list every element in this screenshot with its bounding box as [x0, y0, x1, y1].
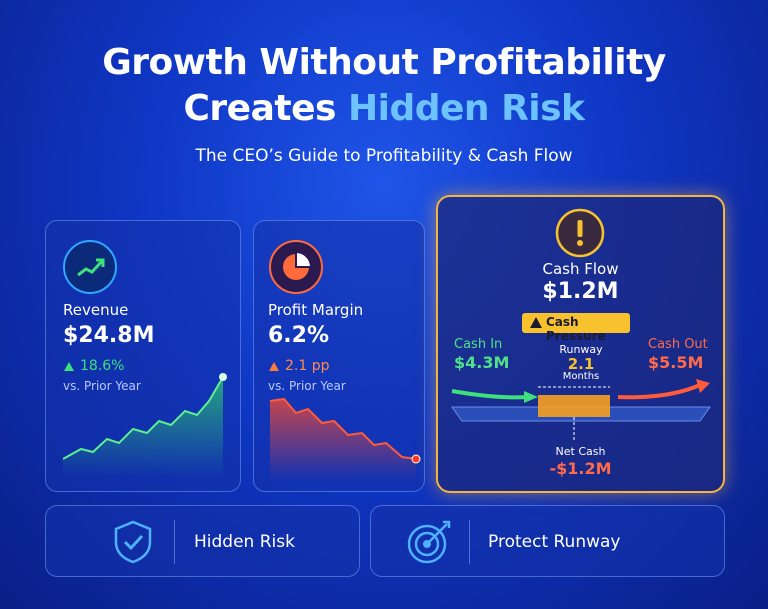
cash-in-label: Cash In [454, 337, 503, 352]
warning-icon [555, 208, 605, 258]
flow-graphic [451, 379, 711, 441]
badge: Cash Pressure [522, 313, 630, 343]
margin-sparkline [269, 397, 421, 481]
title: Growth Without Profitability [102, 42, 666, 83]
title-text: Creates [183, 88, 337, 129]
card-change: 18.6% [80, 358, 125, 374]
shield-icon [114, 520, 152, 564]
up-arrow [269, 362, 279, 371]
revenue-icon [63, 240, 117, 294]
cash-flow-value: $1.2M [542, 279, 619, 304]
card-label: Profit Margin [268, 301, 364, 319]
target-icon [407, 520, 451, 564]
cash-flow-label: Cash Flow [542, 260, 619, 278]
card-note: vs. Prior Year [63, 379, 141, 393]
revenue-sparkline [62, 373, 227, 477]
runway-unit: Months [562, 371, 600, 382]
divider [174, 520, 175, 564]
footer-label: Protect Runway [488, 532, 621, 552]
cash-out-label: Cash Out [648, 337, 708, 352]
net-cash-value: -$1.2M [549, 459, 612, 478]
badge-text: Cash Pressure [546, 315, 606, 343]
title-highlight: Hidden Risk [347, 88, 585, 129]
footer-label: Hidden Risk [194, 532, 295, 552]
title-line2: Creates Hidden Risk [0, 88, 768, 129]
cash-in-value: $4.3M [454, 353, 510, 372]
cash-out-value: $5.5M [648, 353, 704, 372]
footer-card: Protect Runway [370, 505, 725, 577]
badge-icon [530, 317, 542, 328]
revenue-card: Revenue $24.8M 18.6% vs. Prior Year [45, 220, 241, 492]
runway-label: Runway [559, 343, 603, 356]
card-label: Revenue [63, 301, 129, 319]
card-value: 6.2% [268, 323, 330, 348]
net-cash-label: Net Cash [555, 445, 606, 458]
margin-card: Profit Margin 6.2% 2.1 pp vs. Prior Year [253, 220, 425, 492]
card-change: 2.1 pp [285, 358, 330, 374]
cash-flow-card: Cash Flow $1.2M Cash Pressure Cash In $4… [436, 195, 725, 493]
up-arrow [64, 362, 74, 371]
card-note: vs. Prior Year [268, 379, 346, 393]
divider [469, 520, 470, 564]
margin-icon [269, 240, 323, 294]
runway-value: 2.1 [567, 355, 595, 373]
footer-card: Hidden Risk [45, 505, 360, 577]
subtitle: The CEO’s Guide to Profitability & Cash … [195, 146, 573, 166]
card-value: $24.8M [63, 323, 155, 348]
